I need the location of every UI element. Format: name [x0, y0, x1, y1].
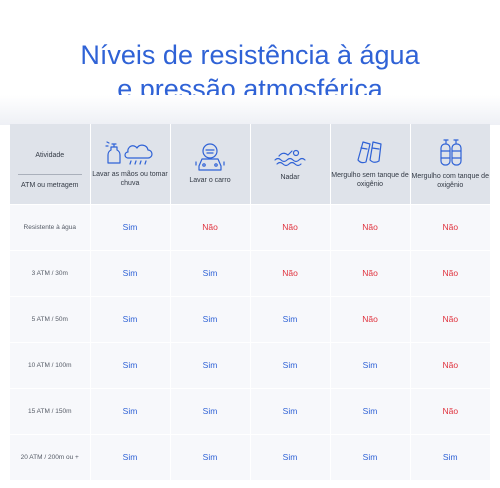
table-row: 20 ATM / 200m ou + Sim Sim Sim Sim Sim: [10, 433, 490, 480]
cell-yes: Sim: [329, 341, 410, 388]
cell-yes: Sim: [89, 341, 170, 388]
cell-yes: Sim: [169, 249, 250, 296]
row-label: 10 ATM / 100m: [10, 341, 90, 388]
table-row: Resistente à água Sim Não Não Não Não: [10, 203, 490, 250]
cell-yes: Sim: [169, 341, 250, 388]
cell-yes: Sim: [89, 295, 170, 342]
cell-no: Não: [409, 295, 490, 342]
cell-yes: Sim: [329, 433, 410, 480]
cell-yes: Sim: [249, 387, 330, 434]
cell-no: Não: [249, 203, 330, 250]
column-label-car-wash: Lavar o carro: [189, 177, 231, 185]
row-label: Resistente à água: [10, 203, 90, 250]
cell-no: Não: [329, 249, 410, 296]
header-fade: [0, 95, 500, 125]
cell-no: Não: [169, 203, 250, 250]
column-label-swim: Nadar: [280, 174, 300, 182]
row-label: 15 ATM / 150m: [10, 387, 90, 434]
table-row: 3 ATM / 30m Sim Sim Não Não Não: [10, 249, 490, 296]
water-resistance-table: Atividade ATM ou metragem Lavar as mãos …: [10, 124, 490, 480]
header-depth-label: ATM ou metragem: [21, 181, 79, 189]
cell-no: Não: [329, 203, 410, 250]
row-label: 20 ATM / 200m ou +: [10, 433, 90, 480]
cell-yes: Sim: [409, 433, 490, 480]
header-activity-label: Atividade: [18, 138, 82, 175]
cell-no: Não: [409, 387, 490, 434]
cell-yes: Sim: [169, 295, 250, 342]
column-header-swim: Nadar: [249, 124, 330, 204]
cell-yes: Sim: [89, 249, 170, 296]
table-header-row: Atividade ATM ou metragem Lavar as mãos …: [10, 124, 490, 204]
oxygen-tank-icon: [440, 139, 462, 166]
swim-icon: [274, 150, 306, 167]
header-activity-cell: Atividade ATM ou metragem: [10, 124, 90, 204]
page-title-line-1: Níveis de resistência à água: [80, 40, 420, 71]
page-title: Níveis de resistência à água e pressão a…: [0, 38, 500, 106]
cell-yes: Sim: [169, 433, 250, 480]
table-row: 5 ATM / 50m Sim Sim Sim Não Não: [10, 295, 490, 342]
cell-yes: Sim: [249, 341, 330, 388]
cell-no: Não: [329, 295, 410, 342]
cell-yes: Sim: [89, 433, 170, 480]
column-header-hand-wash: Lavar as mãos ou tomar chuva: [89, 124, 170, 204]
cell-yes: Sim: [329, 387, 410, 434]
row-label: 5 ATM / 50m: [10, 295, 90, 342]
cell-yes: Sim: [249, 295, 330, 342]
table-row: 15 ATM / 150m Sim Sim Sim Sim Não: [10, 387, 490, 434]
cell-no: Não: [249, 249, 330, 296]
cell-yes: Sim: [89, 387, 170, 434]
cell-no: Não: [409, 341, 490, 388]
hand-wash-rain-icon: [105, 141, 153, 165]
table-row: 10 ATM / 100m Sim Sim Sim Sim Não: [10, 341, 490, 388]
column-label-scuba-dive: Mergulho com tanque de oxigênio: [411, 172, 489, 189]
column-label-hand-wash: Lavar as mãos ou tomar chuva: [92, 170, 168, 187]
cell-yes: Sim: [249, 433, 330, 480]
flippers-icon: [357, 141, 382, 164]
column-header-car-wash: Lavar o carro: [169, 124, 250, 204]
column-header-scuba-dive: Mergulho com tanque de oxigênio: [409, 124, 490, 204]
column-label-free-dive: Mergulho sem tanque de oxigênio: [331, 171, 409, 188]
row-label: 3 ATM / 30m: [10, 249, 90, 296]
cell-no: Não: [409, 249, 490, 296]
cell-yes: Sim: [169, 387, 250, 434]
car-wash-icon: [195, 143, 225, 171]
cell-no: Não: [409, 203, 490, 250]
column-header-free-dive: Mergulho sem tanque de oxigênio: [329, 124, 410, 204]
cell-yes: Sim: [89, 203, 170, 250]
